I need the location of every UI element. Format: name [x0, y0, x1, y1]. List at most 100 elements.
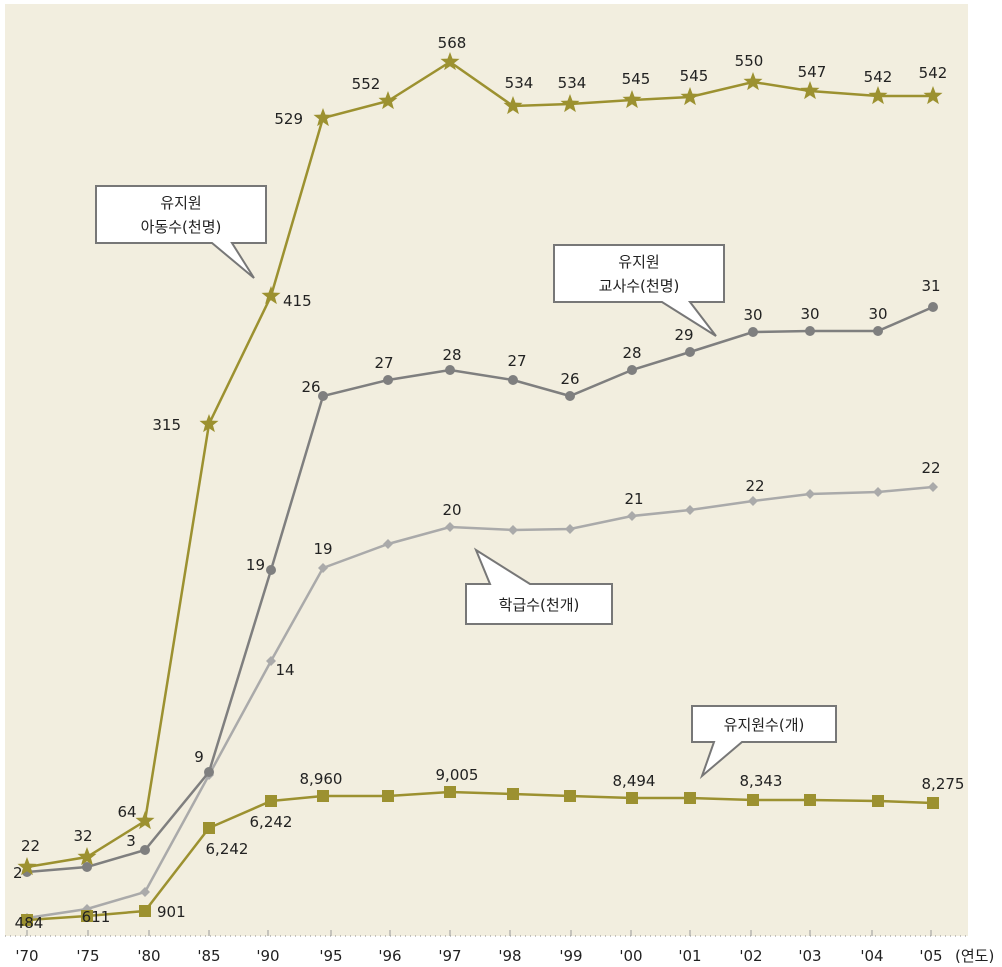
x-tick-label-8: '98 [498, 947, 521, 965]
callout-teachers-line1: 유지원 [618, 253, 659, 271]
series-3-point-8 [507, 788, 519, 800]
series-3-label-10: 8,494 [613, 772, 656, 790]
series-1-point-5 [318, 391, 328, 401]
series-3 [21, 786, 939, 926]
callout-teachers-line2: 교사수(천명) [599, 277, 680, 295]
series-2-point-11 [685, 505, 695, 515]
callout-children: 유지원 아동수(천명) [95, 185, 267, 279]
series-0-label-13: 547 [798, 63, 827, 81]
x-tick-label-10: '00 [619, 947, 642, 965]
x-tick-label-0: '70 [15, 947, 38, 965]
series-0-label-12: 550 [735, 52, 764, 70]
series-1-label-13: 30 [800, 305, 819, 323]
series-2-point-5 [318, 563, 328, 573]
series-1-label-14: 30 [868, 305, 887, 323]
series-1-label-10: 28 [622, 344, 641, 362]
series-2-point-2 [140, 887, 150, 897]
x-tick-label-14: '04 [860, 947, 883, 965]
series-1-label-5: 26 [301, 378, 320, 396]
series-2-point-12 [748, 496, 758, 506]
series-1-point-13 [805, 326, 815, 336]
series-line-1 [26, 305, 934, 874]
series-2-label-15: 22 [921, 459, 940, 477]
series-1-label-7: 28 [442, 346, 461, 364]
series-0-label-2: 64 [117, 803, 136, 821]
series-0 [17, 52, 943, 876]
callout-teachers: 유지원 교사수(천명) [553, 244, 725, 337]
series-3-label-12: 8,343 [740, 772, 783, 790]
x-unit-label: (연도) [955, 947, 994, 965]
series-2-label-10: 21 [624, 490, 643, 508]
series-0-point-5 [313, 108, 333, 127]
series-1-label-3: 9 [194, 748, 204, 766]
series-3-point-12 [747, 794, 759, 806]
series-0-label-11: 545 [680, 67, 709, 85]
series-1-label-0: 2 [13, 864, 23, 882]
series-0-label-10: 545 [622, 70, 651, 88]
x-tick-label-6: '96 [378, 947, 401, 965]
series-3-label-1: 611 [82, 908, 111, 926]
series-1-point-8 [508, 375, 518, 385]
series-3-label-3: 6,242 [206, 840, 249, 858]
series-0-point-10 [622, 90, 642, 109]
callout-children-line1: 유지원 [160, 194, 201, 212]
series-2-label-5: 19 [313, 540, 332, 558]
series-3-point-6 [382, 790, 394, 802]
series-1-point-12 [748, 327, 758, 337]
series-3-point-3 [203, 822, 215, 834]
series-1-label-11: 29 [674, 326, 693, 344]
series-3-point-10 [626, 792, 638, 804]
series-3-point-7 [444, 786, 456, 798]
x-tick-label-4: '90 [256, 947, 279, 965]
series-2-point-14 [873, 487, 883, 497]
series-0-point-13 [800, 81, 820, 100]
series-0-point-6 [378, 91, 398, 110]
x-tick-layer: '70 '75 '80 '85 '90 '95 '96 '97 '98 '99 '00 '01 '02 '… [15, 930, 943, 965]
series-2-point-13 [805, 489, 815, 499]
series-2-point-7 [445, 522, 455, 532]
series-3-point-14 [872, 795, 884, 807]
plot-background [5, 4, 968, 936]
series-3-label-0: 484 [15, 914, 44, 932]
series-1-label-2: 3 [126, 832, 136, 850]
series-3-label-4: 6,242 [250, 813, 293, 831]
x-tick-label-1: '75 [76, 947, 99, 965]
series-3-point-13 [804, 794, 816, 806]
series-0-point-14 [868, 86, 888, 105]
series-0-label-7: 568 [438, 34, 467, 52]
series-0-point-2 [135, 811, 155, 830]
series-2-point-9 [565, 524, 575, 534]
series-0-label-5: 529 [274, 110, 303, 128]
x-tick-label-9: '99 [559, 947, 582, 965]
x-tick-label-13: '03 [798, 947, 821, 965]
series-3-point-15 [927, 797, 939, 809]
x-tick-label-11: '01 [678, 947, 701, 965]
x-tick-label-2: '80 [137, 947, 160, 965]
series-2-point-4 [266, 656, 276, 666]
series-1-label-6: 27 [374, 354, 393, 372]
series-1-point-15 [928, 302, 938, 312]
series-2-point-10 [627, 511, 637, 521]
series-3-label-15: 8,275 [922, 775, 965, 793]
series-1-label-15: 31 [921, 277, 940, 295]
series-2-point-8 [508, 525, 518, 535]
series-0-point-9 [560, 94, 580, 113]
callout-kindergartens-label: 유지원수(개) [724, 716, 805, 734]
callout-kindergartens: 유지원수(개) [691, 705, 837, 780]
series-3-label-7: 9,005 [436, 766, 479, 784]
x-tick-label-12: '02 [739, 947, 762, 965]
series-0-label-14: 542 [864, 68, 893, 86]
series-0-point-3 [199, 414, 219, 433]
series-0-label-1: 32 [73, 827, 92, 845]
series-2-label-4: 14 [275, 661, 294, 679]
series-0-point-0 [17, 857, 37, 876]
series-line-2 [26, 485, 934, 920]
series-0-point-12 [743, 72, 763, 91]
series-1-point-1 [82, 862, 92, 872]
series-1-label-12: 30 [743, 306, 762, 324]
series-3-point-9 [564, 790, 576, 802]
callout-classes: 학급수(천개) [465, 547, 613, 625]
series-0-point-7 [440, 52, 460, 71]
